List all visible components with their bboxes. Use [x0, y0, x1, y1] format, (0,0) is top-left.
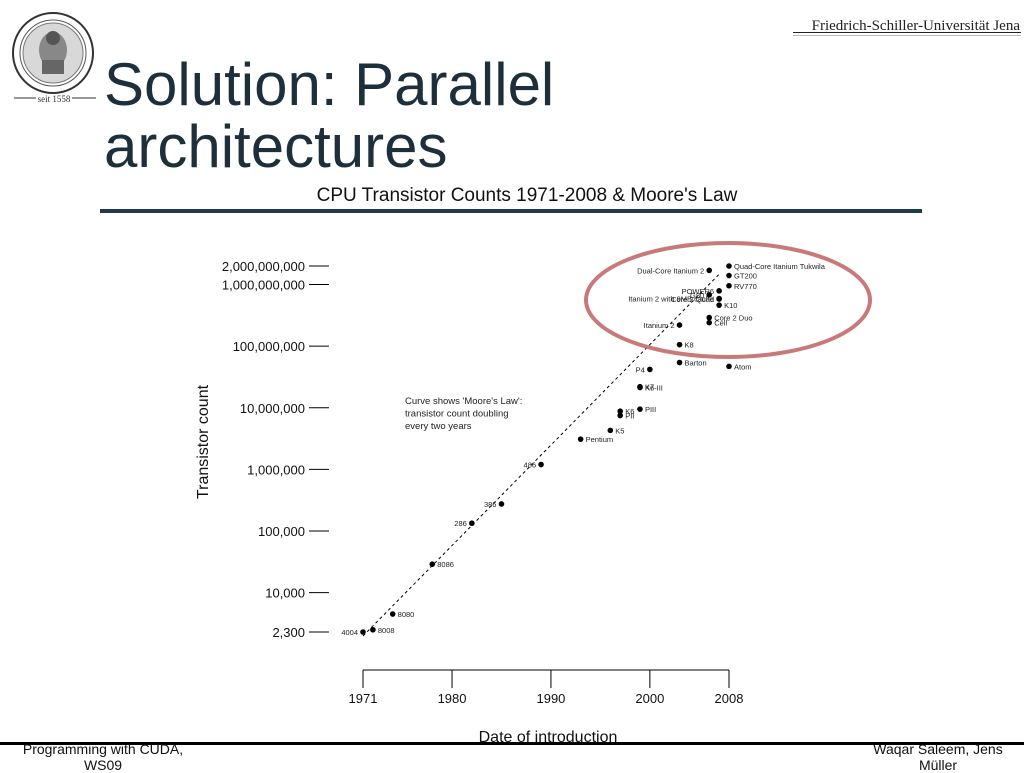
data-point — [360, 629, 366, 635]
footer-authors: Waqar Saleem, Jens Müller — [873, 741, 1003, 773]
x-tick-label: 1971 — [349, 691, 378, 706]
moores-law-trend-line — [362, 273, 720, 637]
x-tick-label: 1980 — [438, 691, 467, 706]
data-point-label: K5 — [615, 426, 624, 435]
university-seal-logo: seit 1558 — [12, 12, 96, 104]
slide-title: Solution: Parallel architectures — [104, 51, 555, 180]
x-axis-label: Date of introduction — [479, 729, 618, 746]
data-point — [706, 292, 713, 298]
data-point — [617, 408, 623, 415]
moores-law-annotation: Curve shows 'Moore's Law': transistor cou… — [405, 396, 522, 432]
data-point — [726, 363, 732, 370]
x-axis: 1971 1980 1990 2000 2008 — [349, 669, 744, 706]
data-point-label: Core 2 Quad — [671, 295, 714, 304]
chart-title: CPU Transistor Counts 1971-2008 & Moore'… — [317, 185, 738, 206]
data-point-label: 8080 — [398, 610, 415, 619]
highlight-ellipse — [584, 241, 872, 359]
data-point-label: GT200 — [734, 272, 757, 281]
data-point — [676, 359, 683, 366]
header-rule-secondary — [793, 35, 1021, 36]
data-point-label: 286 — [454, 519, 467, 528]
data-point-label: K6 — [625, 407, 634, 416]
y-tick-label: 100,000,000 — [233, 339, 305, 354]
data-point — [370, 626, 376, 633]
x-tick-label: 2008 — [715, 691, 744, 706]
data-point — [706, 319, 713, 326]
y-tick-label: 1,000,000 — [247, 462, 305, 477]
data-point-label: K8 — [685, 341, 694, 350]
annotation-line: transistor count doubling — [405, 409, 509, 420]
data-point-label: Cell — [714, 319, 727, 328]
data-point-label: K7 — [645, 383, 654, 392]
data-point — [716, 288, 722, 294]
data-point — [538, 461, 544, 468]
data-point-label: Atom — [734, 362, 752, 371]
data-point-label: K6-III — [645, 384, 663, 393]
data-point-label: 486 — [524, 461, 537, 470]
data-point — [726, 282, 732, 289]
y-axis: 2,000,000,000 1,000,000,000 100,000,000 10,… — [222, 259, 329, 640]
data-point — [637, 383, 643, 390]
footer-course: Programming with CUDA, WS09 — [22, 741, 184, 773]
y-tick-label: 10,000,000 — [240, 401, 305, 416]
data-point — [429, 561, 436, 567]
data-point-label: PII — [625, 411, 634, 420]
data-point-label: K10 — [724, 301, 737, 310]
data-point-label: POWER6 — [682, 287, 715, 296]
university-name: Friedrich-Schiller-Universität Jena — [811, 18, 1020, 34]
data-point-label: Itanium 2 — [644, 321, 675, 330]
data-point — [637, 406, 643, 412]
data-point-label: Itanium 2 with 9MB cache — [628, 295, 714, 304]
data-point-label: PIII — [645, 405, 656, 414]
x-tick-label: 1990 — [536, 691, 565, 706]
data-point-label: 4004 — [341, 628, 358, 637]
y-tick-label: 2,000,000,000 — [222, 259, 305, 274]
data-point — [716, 302, 722, 308]
annotation-line: every two years — [405, 421, 472, 432]
header-rule — [793, 32, 1021, 33]
data-point — [726, 272, 732, 279]
data-point-label: 386 — [484, 500, 497, 509]
data-point — [706, 267, 713, 274]
data-point — [577, 436, 584, 442]
data-point — [389, 611, 396, 617]
data-point-label: Barton — [685, 359, 707, 368]
footer-rule — [0, 742, 1024, 745]
data-point-label: G80 — [690, 291, 704, 300]
x-tick-label: 2000 — [635, 691, 664, 706]
data-point-label: Pentium — [586, 435, 614, 444]
annotation-line: Curve shows 'Moore's Law': — [405, 396, 522, 407]
data-point — [676, 341, 683, 348]
data-point-label: 8008 — [378, 626, 395, 635]
data-point — [706, 314, 713, 321]
data-point — [716, 295, 722, 302]
data-point — [617, 412, 623, 419]
data-point — [469, 520, 475, 527]
data-point — [676, 322, 683, 328]
data-point-label: RV770 — [734, 282, 757, 291]
data-point — [498, 501, 505, 507]
y-tick-label: 1,000,000,000 — [222, 278, 305, 293]
seal-caption: seit 1558 — [38, 94, 71, 104]
y-tick-label: 2,300 — [272, 625, 305, 640]
data-point — [607, 427, 614, 434]
y-axis-label: Transistor count — [195, 384, 212, 499]
data-point-label: P4 — [636, 365, 645, 374]
data-point-label: Dual-Core Itanium 2 — [637, 266, 704, 275]
data-point — [726, 263, 732, 269]
title-underline — [100, 209, 922, 213]
y-tick-label: 100,000 — [258, 524, 305, 539]
data-point — [647, 366, 653, 373]
data-point-label: 8086 — [437, 560, 454, 569]
data-point-label: Core 2 Duo — [714, 314, 752, 323]
y-tick-label: 10,000 — [265, 586, 305, 601]
data-point-label: Quad-Core Itanium Tukwila — [734, 262, 826, 271]
